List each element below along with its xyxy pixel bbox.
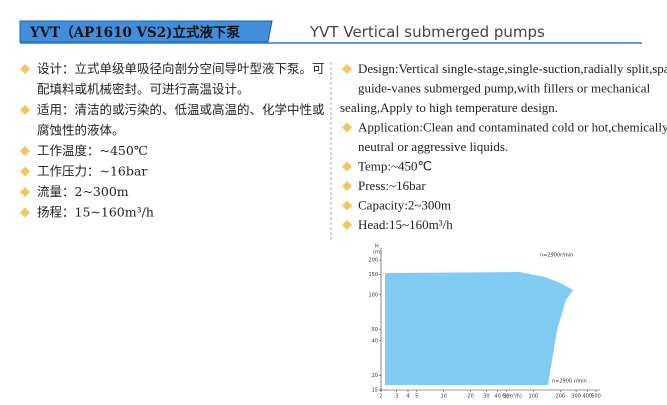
bullet-text: 扬程：15~160m³/h — [37, 205, 154, 220]
y-tick-label: 100 — [368, 292, 378, 298]
x-tick-label: 200 — [556, 394, 566, 400]
x-tick-label: 400 — [583, 394, 593, 400]
y-tick-label: 50 — [372, 327, 378, 333]
bullet-text: 工作温度：~450℃ — [37, 143, 148, 158]
x-axis-label: Q(m³/h) — [502, 394, 522, 400]
y-tick-label: 200 — [368, 258, 378, 264]
title-cn: YVT（AP1610 VS2)立式液下泵 — [29, 24, 241, 41]
x-tick-label: 40 — [494, 394, 500, 400]
bullet — [20, 207, 30, 218]
y-tick-label: 40 — [372, 338, 378, 344]
bullet — [342, 161, 352, 172]
bullet — [342, 200, 352, 211]
bullet — [342, 220, 352, 230]
bullet — [20, 64, 30, 74]
annotation: n=2900 r/min — [552, 379, 587, 385]
y-axis-label: H — [375, 244, 379, 250]
bullet-text: Temp:~450℃ — [358, 159, 432, 174]
bullet — [20, 105, 30, 115]
coverage-area — [385, 272, 573, 385]
bullet-text: Head:15~160m³/h — [358, 217, 453, 232]
bullet-text: sealing,Apply to high temperature design… — [340, 100, 558, 115]
bullet — [342, 64, 352, 74]
bullet-text: Application:Clean and contaminated cold … — [358, 120, 667, 135]
title-en: YVT Vertical submerged pumps — [309, 23, 545, 41]
title-box — [19, 20, 273, 43]
x-tick-label: 20 — [467, 394, 473, 400]
bullet-text: 流量：2~300m — [37, 184, 129, 199]
bullet-text: 腐蚀性的液体。 — [37, 123, 125, 138]
y-tick-label: 150 — [368, 272, 378, 278]
bullet-text: Press:~16bar — [358, 178, 426, 193]
bullet-text: 设计：立式单级单吸径向剖分空间导叶型液下泵。可 — [37, 61, 325, 76]
y-tick-label: 20 — [372, 373, 378, 379]
bullet-text: 适用：清洁的或污染的、低温或高温的、化学中性或 — [37, 102, 325, 117]
x-tick-label: 5 — [415, 394, 418, 400]
bullet-text: neutral or aggressive liquids. — [358, 139, 508, 154]
x-tick-label: 2 — [379, 394, 382, 400]
bullet-text: 工作压力：~16bar — [37, 164, 147, 179]
x-tick-label: 10 — [440, 394, 446, 400]
x-tick-label: 100 — [529, 394, 539, 400]
y-tick-label: 15 — [372, 388, 378, 394]
x-tick-label: 3 — [395, 394, 398, 400]
bullet — [20, 166, 30, 177]
bullet-text: Design:Vertical single-stage,single-suct… — [358, 61, 667, 76]
bullet — [20, 187, 30, 197]
x-tick-label: 30 — [483, 394, 489, 400]
bullet — [342, 122, 352, 133]
bullet — [342, 181, 352, 191]
y-axis-unit: (m) — [373, 250, 382, 256]
x-tick-label: 500 — [591, 394, 601, 400]
x-tick-label: 4 — [406, 394, 409, 400]
x-tick-label: 300 — [571, 394, 581, 400]
x-tick-label: 50 — [503, 394, 509, 400]
bullet-text: 配填料或机械密封。可进行高温设计。 — [37, 82, 250, 97]
bullet-text: Capacity:2~300m — [358, 198, 451, 213]
bullet-text: guide-vanes submerged pump,with fillers … — [358, 81, 651, 96]
bullet — [20, 146, 30, 156]
annotation: n=2900r/min — [540, 253, 573, 259]
